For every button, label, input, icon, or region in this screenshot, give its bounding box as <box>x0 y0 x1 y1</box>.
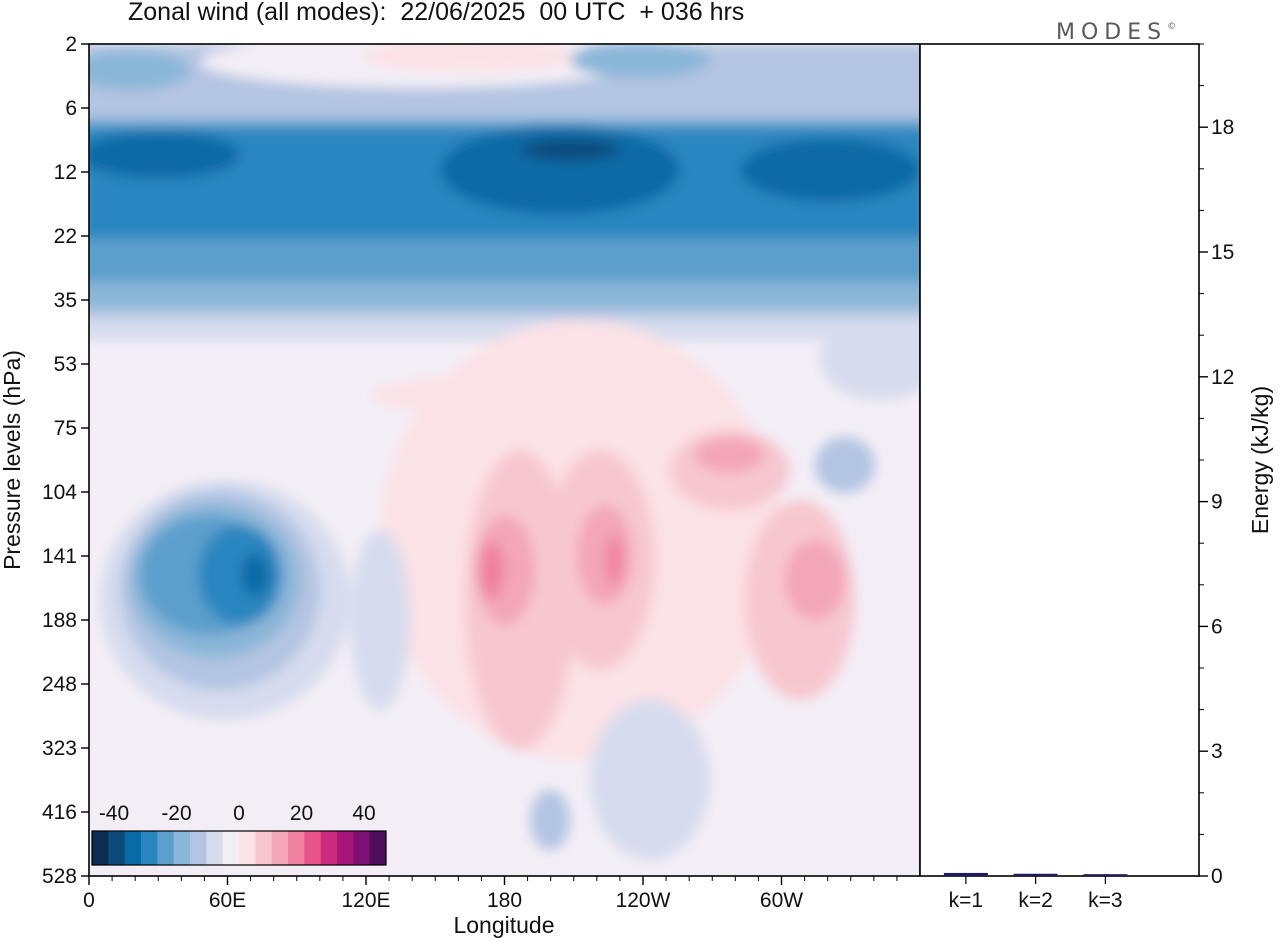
pressure-tick-label: 75 <box>54 417 77 440</box>
pressure-tick-label: 53 <box>54 353 77 376</box>
colorbar-frame <box>91 830 387 866</box>
colorbar-swatch <box>206 831 224 865</box>
energy-tick-label: 15 <box>1211 241 1234 264</box>
zonal-wind-heatmap <box>89 44 920 876</box>
region-jet-core-1 <box>89 131 240 179</box>
colorbar-swatch <box>222 831 240 865</box>
region-small-1 <box>815 437 875 493</box>
energy-tick-label: 18 <box>1211 116 1234 139</box>
pressure-tick-label: 248 <box>42 673 77 696</box>
region-easterly-5 <box>198 525 282 625</box>
pressure-tick-label: 141 <box>42 545 77 568</box>
longitude-tick-label: 60W <box>760 889 803 912</box>
colorbar-swatches <box>92 831 387 865</box>
energy-panel: 0 3 6 9 12 15 18 k=1 k=2 k=3 Energy (kJ/kg) <box>919 43 1273 912</box>
colorbar-label: -20 <box>161 802 191 825</box>
pressure-tick-label: 188 <box>42 609 77 632</box>
colorbar-swatch <box>190 831 207 865</box>
energy-tick-label: 6 <box>1211 615 1223 638</box>
region-westerly-10 <box>480 542 504 598</box>
pressure-tick-label: 22 <box>54 225 77 248</box>
region-small-3 <box>350 530 410 710</box>
region-jet-core-4 <box>520 140 620 160</box>
longitude-tick-label: 120E <box>341 889 390 912</box>
colorbar-labels: -40 -20 0 20 40 <box>99 802 376 825</box>
heatmap-contours <box>89 44 920 860</box>
colorbar-label: -40 <box>99 802 129 825</box>
region-small-2 <box>530 790 570 850</box>
pressure-tick-label: 323 <box>42 737 77 760</box>
mode-tick-label: k=1 <box>949 889 983 912</box>
logo-mark: © <box>1167 22 1177 32</box>
colorbar-swatch <box>124 831 142 865</box>
region-jet-core-3 <box>740 138 920 202</box>
energy-bar <box>943 872 988 876</box>
region-westerly-7 <box>577 505 633 605</box>
energy-axis: 0 3 6 9 12 15 18 <box>1199 43 1234 888</box>
logo-text: MODES <box>1056 20 1168 45</box>
pressure-tick-label: 104 <box>42 481 77 504</box>
colorbar-swatch <box>271 831 289 865</box>
region-top-blue-right <box>570 44 710 78</box>
energy-frame <box>919 43 1200 877</box>
colorbar-swatch <box>255 831 273 865</box>
energy-bar <box>1013 873 1058 876</box>
modes-logo: MODES© <box>1056 20 1176 45</box>
longitude-tick-label: 180 <box>487 889 522 912</box>
colorbar-swatch <box>141 831 158 865</box>
colorbar-swatch <box>369 831 387 865</box>
region-westerly-11 <box>606 535 622 585</box>
chart-title: Zonal wind (all modes): 22/06/2025 00 UT… <box>128 0 745 26</box>
pressure-tick-label: 35 <box>54 289 77 312</box>
mode-tick-label: k=2 <box>1018 889 1052 912</box>
energy-axis-label: Energy (kJ/kg) <box>1247 386 1273 534</box>
colorbar-label: 40 <box>352 802 375 825</box>
region-westerly-9 <box>695 437 765 473</box>
energy-bars <box>943 872 1128 876</box>
energy-tick-label: 9 <box>1211 491 1223 514</box>
region-westerly-8 <box>785 540 845 620</box>
longitude-tick-label: 0 <box>83 889 95 912</box>
pressure-tick-label: 12 <box>54 161 77 184</box>
region-jet-core-2 <box>440 125 680 215</box>
longitude-axis: 0 60E 120E 180 120W 60W <box>83 876 803 912</box>
colorbar-swatch <box>320 831 338 865</box>
energy-tick-label: 12 <box>1211 366 1234 389</box>
colorbar-swatch <box>304 831 322 865</box>
pressure-tick-label: 2 <box>65 33 77 56</box>
colorbar-swatch <box>353 831 371 865</box>
colorbar-swatch <box>173 831 191 865</box>
colorbar-swatch <box>239 831 256 865</box>
energy-bar <box>1083 874 1128 876</box>
colorbar-swatch <box>288 831 305 865</box>
region-top-pink <box>360 44 580 72</box>
energy-tick-label: 3 <box>1211 740 1223 763</box>
colorbar: -40 -20 0 20 40 <box>91 802 387 866</box>
region-top-blue-left <box>89 50 190 90</box>
region-westerly-1 <box>370 375 610 415</box>
x-axis-label: Longitude <box>453 912 554 938</box>
colorbar-swatch <box>92 831 109 865</box>
pressure-axis: 2 6 12 22 35 53 75 104 141 188 248 323 416 528 <box>42 33 89 888</box>
pressure-tick-label: 528 <box>42 865 77 888</box>
longitude-tick-label: 120W <box>616 889 671 912</box>
colorbar-swatch <box>157 831 175 865</box>
longitude-minor-ticks <box>111 876 898 881</box>
region-transition-1 <box>89 318 920 340</box>
y-axis-label: Pressure levels (hPa) <box>0 350 25 570</box>
colorbar-label: 20 <box>290 802 313 825</box>
region-transition-2 <box>820 320 920 400</box>
longitude-tick-label: 60E <box>209 889 246 912</box>
pressure-tick-label: 6 <box>65 97 77 120</box>
energy-tick-label: 0 <box>1211 865 1223 888</box>
region-easterly-6 <box>241 553 269 597</box>
mode-tick-label: k=3 <box>1088 889 1122 912</box>
mode-axis: k=1 k=2 k=3 <box>949 876 1123 912</box>
pressure-tick-label: 416 <box>42 801 77 824</box>
colorbar-label: 0 <box>233 802 245 825</box>
colorbar-swatch <box>108 831 126 865</box>
region-small-4 <box>590 700 710 860</box>
colorbar-swatch <box>337 831 354 865</box>
